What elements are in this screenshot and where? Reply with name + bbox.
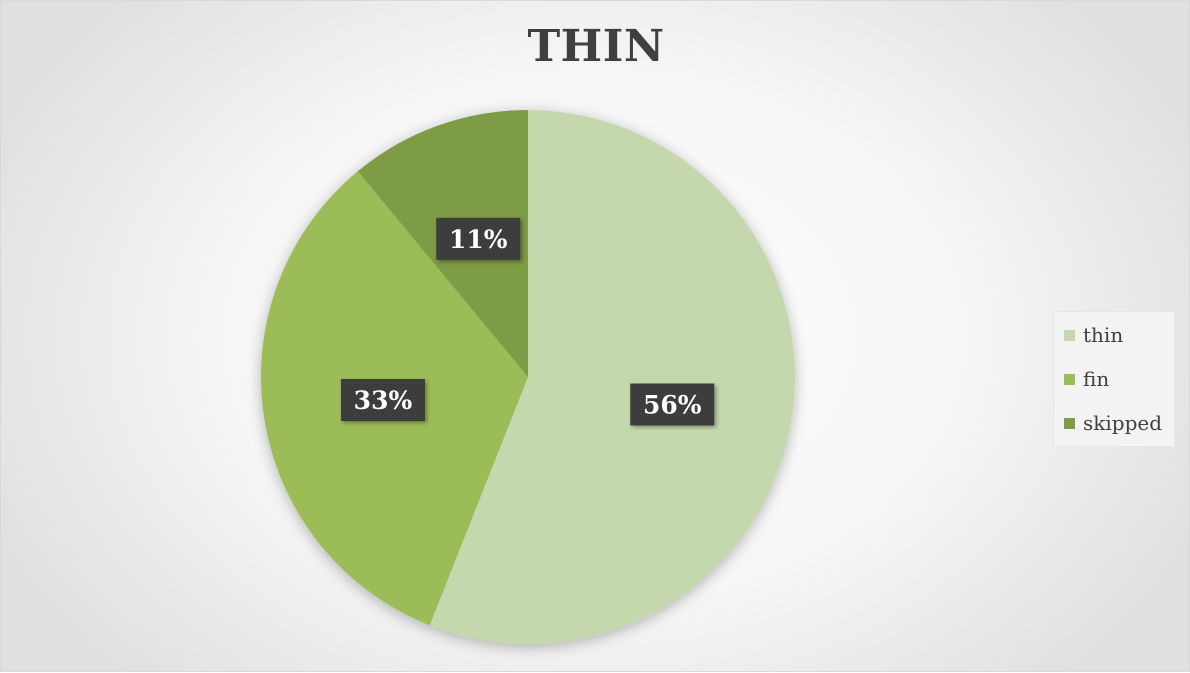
legend-swatch-skipped [1064,417,1075,429]
data-label-text: 56% [643,391,702,420]
data-label-box [436,217,521,260]
chart-title: THIN [527,21,665,72]
legend-item-skipped: skipped [1064,411,1162,435]
data-label-text: 33% [354,386,413,415]
legend-label-skipped: skipped [1083,411,1163,435]
legend: thin fin skipped [1053,311,1175,447]
legend-label-fin: fin [1083,367,1110,391]
data-label-box [340,378,425,421]
data-label-thin: 56% [630,383,715,426]
data-label-skipped: 11% [436,217,521,260]
legend-swatch-thin [1064,329,1075,341]
data-label-fin: 33% [340,378,425,421]
legend-item-fin: fin [1064,367,1109,391]
data-label-text: 11% [449,225,508,254]
pie-slice-thin [429,110,796,644]
legend-item-thin: thin [1064,323,1123,347]
legend-label-thin: thin [1083,323,1124,347]
legend-swatch-fin [1064,373,1075,385]
data-label-box [630,383,715,426]
